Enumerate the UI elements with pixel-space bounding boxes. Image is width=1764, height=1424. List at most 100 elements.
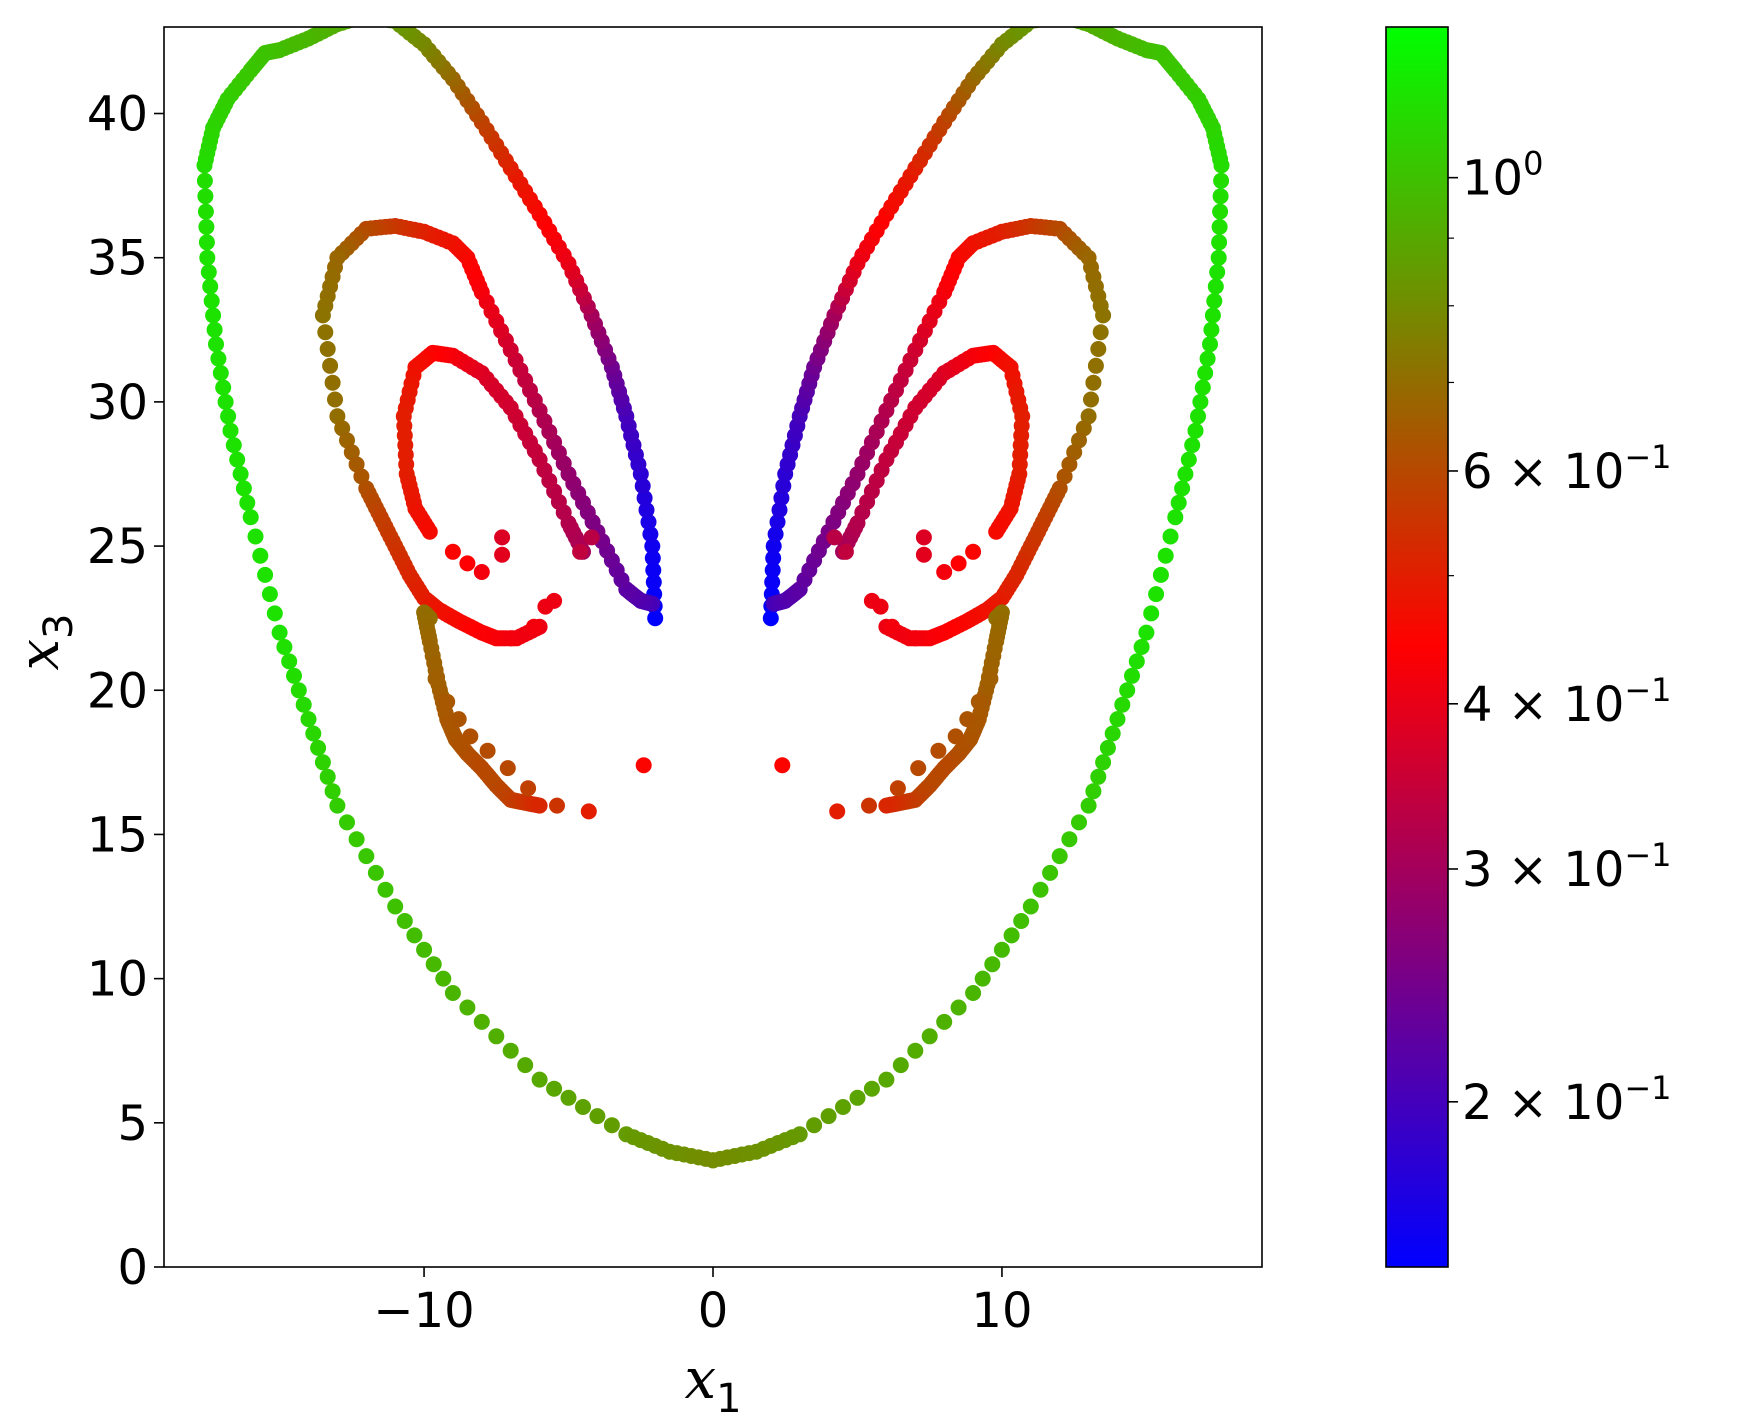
scatter-point <box>773 490 790 506</box>
colorbar-ticks: 2 × 10−1 3 × 10−1 4 × 10−1 6 × 10−1 100 <box>1448 145 1672 1131</box>
scatter-point <box>537 598 554 615</box>
y-tick-label: 15 <box>87 807 148 863</box>
scatter-point <box>930 742 947 759</box>
y-tick-label: 30 <box>87 375 148 431</box>
scatter-point <box>1092 324 1109 341</box>
scatter-point <box>1085 783 1102 800</box>
scatter-point <box>200 264 217 281</box>
scatter-point <box>645 562 662 579</box>
scatter-point <box>319 768 336 785</box>
scatter-point <box>459 999 476 1016</box>
scatter-point <box>197 203 214 220</box>
scatter-point <box>196 172 213 189</box>
scatter-point <box>225 437 242 454</box>
scatter-point <box>950 999 967 1016</box>
scatter-point <box>1071 432 1087 449</box>
scatter-point <box>993 941 1010 958</box>
scatter-point <box>984 956 1001 973</box>
scatter-point <box>1114 696 1131 713</box>
scatter-point <box>644 550 661 567</box>
scatter-marks <box>196 8 1230 1169</box>
x-axis: −10 0 10 <box>373 1267 1032 1339</box>
scatter-point <box>324 783 341 800</box>
colorbar-tick-label: 4 × 10−1 <box>1462 671 1672 733</box>
scatter-point <box>198 218 215 235</box>
colorbar-tick-label: 6 × 10−1 <box>1462 438 1672 500</box>
scatter-point <box>1162 528 1179 545</box>
scatter-point <box>982 670 999 687</box>
scatter-point <box>705 1152 721 1169</box>
scatter-point <box>970 693 987 710</box>
x-axis-title-base: x <box>684 1347 716 1412</box>
scatter-point <box>884 618 901 635</box>
scatter-point <box>199 249 216 266</box>
colorbar <box>1385 26 1449 1268</box>
scatter-point <box>349 10 365 26</box>
scatter-point <box>502 630 519 647</box>
scatter-point <box>1052 8 1068 24</box>
scatter-point <box>317 324 334 341</box>
scatter-point <box>837 543 854 560</box>
colorbar-tick-label: 100 <box>1462 145 1543 207</box>
scatter-point <box>762 610 779 627</box>
scatter-point <box>310 739 327 756</box>
scatter-point <box>319 341 336 357</box>
scatter-point <box>1104 725 1121 742</box>
scatter-point <box>907 1042 924 1059</box>
scatter-point <box>634 478 651 494</box>
scatter-point <box>206 321 223 338</box>
scatter-point <box>1095 754 1112 771</box>
scatter-point <box>300 711 317 728</box>
scatter-point <box>1042 9 1058 25</box>
scatter-point <box>499 760 516 777</box>
colorbar-tick-label: 2 × 10−1 <box>1462 1069 1672 1131</box>
scatter-point <box>203 293 220 309</box>
scatter-point <box>281 653 298 670</box>
scatter-point <box>878 797 895 814</box>
x-tick-label: 10 <box>971 1283 1032 1339</box>
scatter-point <box>1213 172 1230 189</box>
scatter-point <box>220 408 237 425</box>
scatter-point <box>936 564 953 580</box>
scatter-point <box>947 728 964 745</box>
scatter-point <box>974 970 991 987</box>
scatter-point <box>348 831 365 848</box>
scatter-point <box>494 529 511 546</box>
scatter-point <box>1167 509 1184 526</box>
scatter-point <box>1133 639 1150 655</box>
scatter-point <box>1080 408 1097 425</box>
scatter-point <box>965 543 982 560</box>
y-tick-label: 20 <box>87 663 148 719</box>
scatter-point <box>196 157 213 174</box>
scatter-point <box>589 1108 606 1125</box>
y-axis-title-base: x <box>7 639 72 671</box>
scatter-point <box>314 754 331 771</box>
scatter-point <box>572 543 589 560</box>
scatter-point <box>820 1108 837 1125</box>
scatter-point <box>242 509 259 526</box>
scatter-point <box>1204 307 1221 324</box>
scatter-point <box>290 682 307 699</box>
scatter-point <box>936 1013 953 1030</box>
scatter-point <box>222 422 239 439</box>
scatter-point <box>1207 278 1224 295</box>
scatter-point <box>1177 466 1194 482</box>
scatter-point <box>392 27 408 34</box>
scatter-point <box>473 564 490 580</box>
scatter-point <box>261 586 278 603</box>
scatter-point <box>889 780 906 797</box>
y-tick-label: 5 <box>117 1096 148 1152</box>
scatter-point <box>367 864 384 881</box>
scatter-point <box>525 618 542 635</box>
scatter-point <box>435 970 452 987</box>
scatter-point <box>1211 234 1228 251</box>
scatter-point <box>502 1042 519 1059</box>
scatter-point <box>806 1117 823 1134</box>
scatter-point <box>1085 374 1102 391</box>
scatter-point <box>1199 350 1216 367</box>
scatter-point <box>1071 814 1087 831</box>
scatter-point <box>907 630 924 647</box>
scatter-point <box>421 523 438 540</box>
scatter-point <box>765 550 782 567</box>
scatter-point <box>910 760 927 777</box>
